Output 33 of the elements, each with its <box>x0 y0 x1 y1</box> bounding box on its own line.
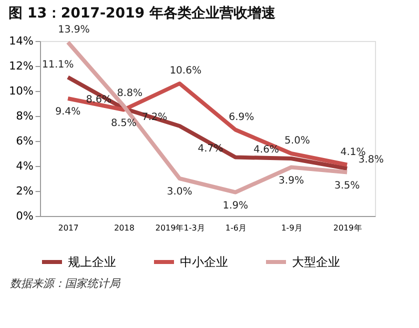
y-tick-label: 6% <box>16 134 34 148</box>
x-tick-label: 2019年 <box>333 224 362 232</box>
data-label: 9.4% <box>55 106 81 118</box>
y-tick-label: 2% <box>16 184 34 198</box>
data-label: 4.6% <box>254 144 279 156</box>
data-label: 11.1% <box>42 59 74 70</box>
data-label: 3.0% <box>166 186 192 198</box>
legend-label: 规上企业 <box>68 255 116 269</box>
data-label: 5.0% <box>284 136 310 146</box>
x-tick-label: 2019年1-3月 <box>155 224 205 232</box>
data-label: 1.9% <box>222 200 248 212</box>
source-note: 数据来源：国家统计局 <box>10 277 121 290</box>
data-label: 8.8% <box>117 88 142 99</box>
y-tick-label: 0% <box>16 210 34 222</box>
y-tick-label: 8% <box>16 110 34 122</box>
y-tick-label: 12% <box>9 60 34 72</box>
chart-title: 图 13：2017-2019 年各类企业营收增速 <box>8 5 277 22</box>
data-label: 3.8% <box>358 154 384 166</box>
data-label: 6.9% <box>228 112 254 123</box>
legend-label: 中小企业 <box>180 255 228 269</box>
x-tick-label: 1-6月 <box>225 224 246 232</box>
data-label: 8.5% <box>111 118 136 129</box>
data-label: 3.5% <box>334 180 360 192</box>
x-tick-label: 1-9月 <box>281 224 302 232</box>
data-label: 13.9% <box>58 24 90 36</box>
legend-label: 大型企业 <box>292 255 340 269</box>
x-tick-label: 2017 <box>58 224 79 232</box>
y-tick-label: 4% <box>16 160 34 172</box>
x-tick-label: 2018 <box>114 224 134 232</box>
data-label: 3.9% <box>278 175 304 186</box>
y-tick-label: 10% <box>9 84 34 98</box>
y-tick-label: 14% <box>9 34 34 48</box>
data-label: 10.6% <box>170 66 202 76</box>
